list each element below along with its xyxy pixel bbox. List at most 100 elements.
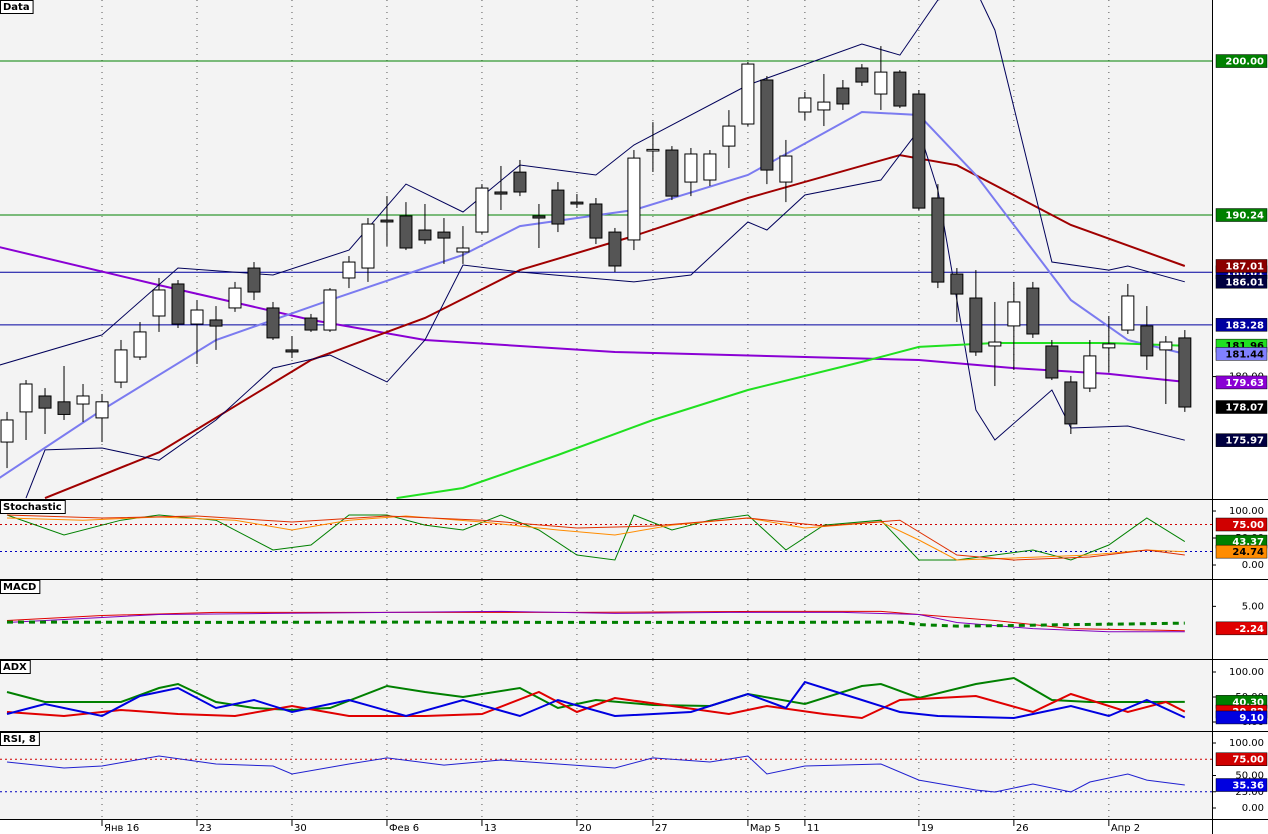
- y-tick-label: 100.00: [1229, 667, 1264, 678]
- candle-body: [1178, 337, 1192, 408]
- value-badge: [1215, 400, 1268, 414]
- value-badge-label: 9.10: [1239, 713, 1264, 724]
- value-badge: [1215, 621, 1268, 636]
- value-badge: [1215, 544, 1268, 559]
- panel-background: [0, 732, 1212, 819]
- y-tick-label: 50.00: [1235, 771, 1264, 782]
- candle-body: [779, 155, 793, 183]
- value-badge: [1215, 259, 1268, 273]
- value-badge: [1215, 54, 1268, 68]
- panel-background: [0, 580, 1212, 659]
- value-badge-label: 181.44: [1225, 349, 1264, 360]
- y-tick-label: 100.00: [1229, 738, 1264, 749]
- value-badge: [1215, 710, 1268, 725]
- candle-body: [950, 273, 964, 295]
- x-tick-label: 13: [484, 823, 497, 834]
- x-tick-label: 20: [579, 823, 592, 834]
- candle-body: [266, 307, 280, 339]
- y-tick-label: 5.00: [1242, 601, 1264, 612]
- panel-title: Data: [3, 2, 30, 13]
- candle-body: [513, 171, 527, 193]
- candle-body: [285, 349, 299, 353]
- value-badge-label: -2.24: [1235, 624, 1264, 635]
- candle-body: [114, 349, 128, 383]
- candle-body: [133, 331, 147, 358]
- candle-body: [893, 71, 907, 107]
- value-badge-label: 75.00: [1232, 755, 1264, 766]
- value-badge: [1215, 375, 1268, 390]
- value-badge-label: 178.07: [1225, 403, 1264, 414]
- panel-plot: [6, 660, 1186, 731]
- x-tick-label: 27: [655, 823, 668, 834]
- panel-plot: [0, 0, 1212, 499]
- candle-body: [570, 201, 584, 205]
- candle-body: [456, 247, 470, 253]
- candle-body: [1007, 301, 1021, 327]
- value-badge-label: 190.24: [1225, 211, 1264, 222]
- indicator-line: [6, 755, 1185, 793]
- indicator-line: [6, 514, 1186, 561]
- indicator-line: [6, 690, 1186, 720]
- value-badge: [1215, 208, 1268, 222]
- candle-body: [304, 317, 318, 331]
- indicator-line: [6, 620, 1185, 628]
- candle-body: [1102, 343, 1116, 349]
- candle-body: [342, 261, 356, 279]
- value-badge-label: 186.01: [1225, 277, 1264, 288]
- candle-body: [399, 215, 413, 249]
- candle-body: [361, 223, 375, 269]
- candle-body: [798, 97, 812, 113]
- panel-title-box: [0, 732, 40, 746]
- value-badge-label: 175.97: [1225, 436, 1264, 447]
- candle-body: [323, 289, 337, 331]
- value-badge: [1215, 517, 1268, 532]
- panel-plot: [0, 500, 1212, 579]
- y-tick-label: 100.00: [1229, 506, 1264, 517]
- candle-body: [1045, 345, 1059, 379]
- indicator-line: [6, 610, 1185, 633]
- candle-body: [209, 319, 223, 327]
- panel-title-box: [0, 660, 31, 674]
- x-tick-label: Апр 2: [1111, 823, 1140, 834]
- panel-title: ADX: [3, 662, 27, 673]
- candle-body: [1140, 325, 1154, 357]
- x-tick-label: Мар 5: [750, 823, 781, 834]
- value-badge-label: 179.63: [1225, 378, 1264, 389]
- candle-body: [152, 289, 166, 317]
- x-tick-label: Янв 16: [104, 823, 139, 834]
- candle-body: [627, 157, 641, 241]
- value-badge-label: 181.96: [1225, 341, 1264, 352]
- indicator-line: [6, 676, 1185, 712]
- candle-body: [665, 149, 679, 197]
- y-tick-label: 0.00: [1242, 560, 1264, 571]
- x-tick-label: 23: [199, 823, 212, 834]
- value-badge: [1215, 318, 1268, 332]
- value-badge-label: 186.61: [1225, 268, 1264, 279]
- indicator-line: [0, 0, 1185, 366]
- candle-body: [532, 215, 546, 219]
- candle-body: [1064, 381, 1078, 425]
- candle-body: [228, 287, 242, 309]
- panel-title-box: [0, 0, 34, 14]
- candle-body: [19, 383, 33, 413]
- indicator-line: [6, 610, 1185, 632]
- candle-body: [988, 341, 1002, 347]
- candle-body: [608, 231, 622, 267]
- panel-background: [0, 0, 1212, 499]
- value-badge-label: 35.36: [1232, 781, 1264, 792]
- candle-body: [1083, 355, 1097, 389]
- candle-body: [1159, 341, 1173, 351]
- panel-plot: [6, 580, 1185, 659]
- candle-body: [380, 219, 394, 223]
- indicator-line: [6, 515, 1185, 561]
- candle-body: [76, 395, 90, 405]
- candle-body: [912, 93, 926, 209]
- candle-body: [969, 297, 983, 353]
- value-badge: [1215, 347, 1268, 361]
- value-badge: [1215, 778, 1268, 792]
- y-tick-label: 0.00: [1242, 803, 1264, 814]
- candle-body: [684, 153, 698, 183]
- candle-body: [760, 79, 774, 171]
- panel-title-box: [0, 500, 66, 514]
- value-badge-label: 43.37: [1232, 537, 1264, 548]
